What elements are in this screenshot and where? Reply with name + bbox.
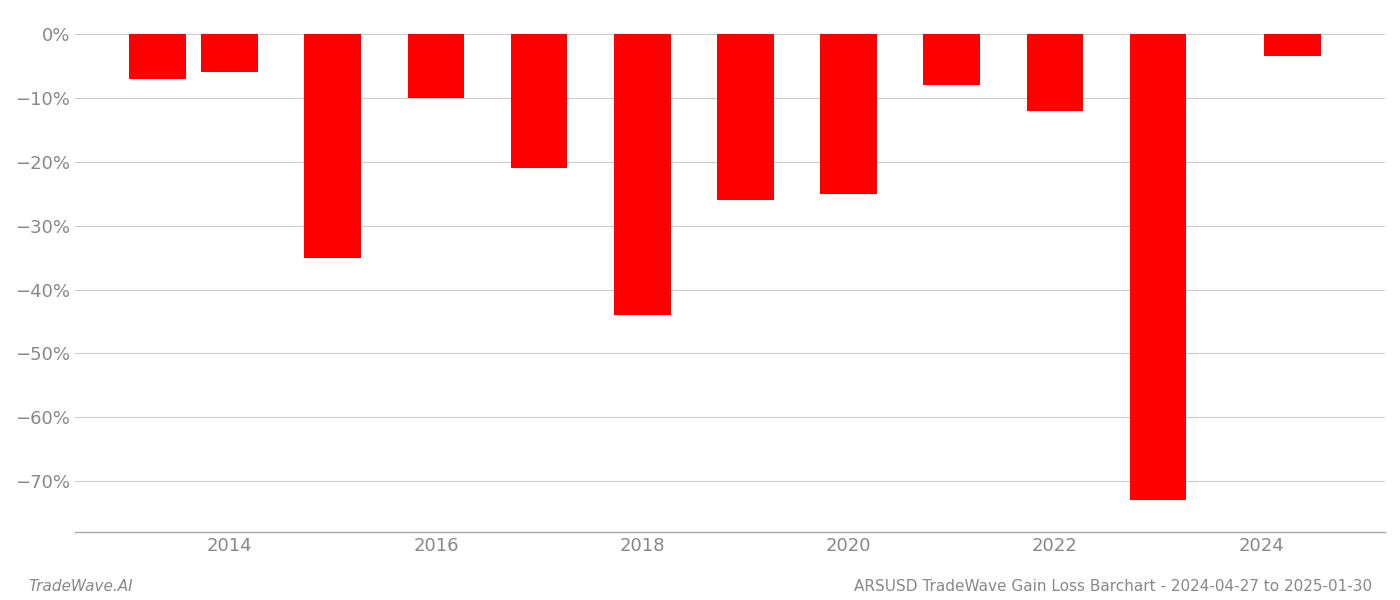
Bar: [1264, 34, 1320, 56]
Bar: [613, 34, 671, 315]
Bar: [717, 34, 774, 200]
Bar: [407, 34, 465, 98]
Bar: [1130, 34, 1186, 500]
Bar: [511, 34, 567, 168]
Bar: [924, 34, 980, 85]
Bar: [1026, 34, 1084, 111]
Bar: [820, 34, 876, 194]
Bar: [129, 34, 186, 79]
Bar: [304, 34, 361, 257]
Bar: [202, 34, 258, 73]
Text: ARSUSD TradeWave Gain Loss Barchart - 2024-04-27 to 2025-01-30: ARSUSD TradeWave Gain Loss Barchart - 20…: [854, 579, 1372, 594]
Text: TradeWave.AI: TradeWave.AI: [28, 579, 133, 594]
